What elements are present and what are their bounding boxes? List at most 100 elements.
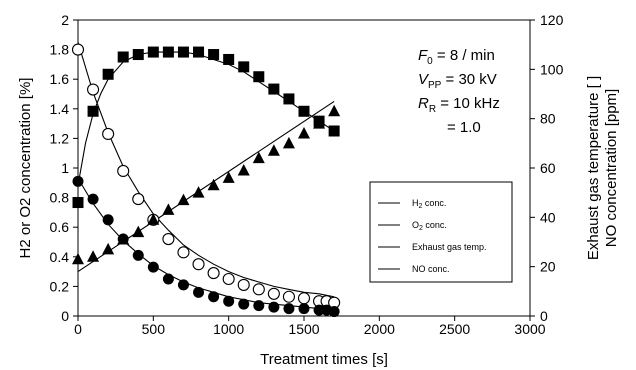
point-filled-circle bbox=[132, 249, 144, 261]
point-filled-square bbox=[132, 49, 144, 61]
point-filled-square bbox=[253, 71, 265, 83]
y-left-tick-label: 0.8 bbox=[50, 190, 70, 206]
point-filled-circle bbox=[253, 300, 265, 312]
point-filled-square bbox=[328, 125, 340, 137]
y-left-tick-label: 1.2 bbox=[50, 130, 70, 146]
point-filled-circle bbox=[313, 304, 325, 316]
point-filled-triangle bbox=[117, 233, 130, 245]
point-open-circle bbox=[207, 267, 220, 280]
y-right-tick-label: 120 bbox=[540, 12, 564, 28]
point-filled-triangle bbox=[328, 104, 341, 117]
y-left-tick-label: 1.6 bbox=[50, 71, 70, 87]
point-filled-circle bbox=[177, 279, 189, 291]
point-filled-square bbox=[117, 51, 129, 63]
legend-entry-suffix: conc. bbox=[422, 198, 446, 208]
point-filled-circle bbox=[193, 286, 205, 298]
point-filled-circle bbox=[328, 306, 340, 318]
point-filled-square bbox=[223, 53, 235, 65]
point-open-circle bbox=[192, 258, 205, 271]
point-filled-square bbox=[298, 105, 310, 117]
point-filled-square bbox=[283, 93, 295, 105]
point-filled-triangle bbox=[237, 163, 250, 176]
parameter-subscript: 0 bbox=[427, 56, 433, 67]
x-tick-label: 500 bbox=[142, 321, 166, 337]
parameter-symbol: R bbox=[418, 95, 429, 112]
point-open-circle bbox=[102, 127, 115, 141]
y-left-tick-label: 2 bbox=[61, 12, 69, 28]
point-filled-square bbox=[208, 49, 220, 61]
point-open-circle bbox=[177, 246, 190, 259]
legend-box bbox=[369, 181, 513, 283]
point-filled-triangle bbox=[147, 213, 160, 225]
x-tick-label: 0 bbox=[74, 321, 82, 337]
point-open-circle bbox=[237, 278, 250, 291]
point-filled-circle bbox=[223, 295, 235, 307]
y-right-tick-label: 20 bbox=[540, 259, 556, 275]
point-open-circle bbox=[282, 290, 295, 303]
point-filled-triangle bbox=[298, 126, 310, 139]
point-filled-triangle bbox=[87, 250, 100, 262]
fit-line-3 bbox=[77, 100, 335, 273]
point-filled-triangle bbox=[252, 151, 265, 164]
y-right-axis-label-no: NO concentration [ppm] bbox=[603, 89, 620, 247]
y-left-tick-label: 0.2 bbox=[50, 278, 70, 294]
point-filled-triangle bbox=[177, 193, 190, 206]
point-filled-circle bbox=[298, 303, 310, 315]
point-open-circle bbox=[162, 232, 175, 246]
point-filled-triangle bbox=[222, 171, 235, 183]
legend-entry-text: Exhaust gas temp. bbox=[412, 242, 487, 252]
legend-entry: Exhaust gas temp. bbox=[412, 242, 487, 252]
point-open-circle bbox=[297, 292, 311, 305]
parameter-line: VPP = 30 kV bbox=[418, 71, 497, 91]
y-left-tick-label: 1 bbox=[61, 160, 69, 176]
point-filled-square bbox=[72, 197, 84, 209]
parameter-value: = 1.0 bbox=[447, 119, 481, 136]
point-open-circle bbox=[132, 193, 145, 206]
point-filled-triangle bbox=[207, 178, 220, 191]
legend-entry-text: O bbox=[412, 220, 419, 230]
legend-entry-subscript: 2 bbox=[419, 203, 423, 210]
point-open-circle bbox=[222, 272, 235, 286]
axes: 0 500 1000 1500 2000 2500 300000.20.40.60.811.… bbox=[17, 12, 620, 368]
parameter-value: = 10 kHz bbox=[436, 95, 500, 112]
y-left-tick-label: 0.4 bbox=[50, 249, 70, 265]
x-tick-label: 2000 bbox=[364, 321, 395, 337]
point-filled-circle bbox=[208, 291, 220, 303]
point-filled-square bbox=[193, 46, 205, 58]
point-open-circle bbox=[87, 83, 100, 96]
point-filled-square bbox=[147, 46, 159, 58]
point-filled-square bbox=[102, 68, 114, 80]
y-left-tick-label: 1.4 bbox=[50, 101, 70, 117]
legend-entry-text: NO conc. bbox=[412, 264, 450, 274]
fit-lines bbox=[77, 42, 335, 311]
legend-entry: H2 conc. bbox=[412, 198, 446, 210]
point-filled-triangle bbox=[162, 203, 175, 215]
legend-entry-text: H bbox=[412, 198, 419, 208]
y-right-tick-label: 0 bbox=[540, 308, 548, 324]
parameter-line: RR = 10 kHz bbox=[418, 95, 500, 115]
point-filled-circle bbox=[162, 273, 174, 285]
point-filled-triangle bbox=[72, 252, 84, 265]
point-filled-square bbox=[268, 83, 280, 95]
x-tick-label: 3000 bbox=[514, 321, 545, 337]
parameter-symbol: V bbox=[418, 71, 430, 88]
point-filled-triangle bbox=[192, 186, 205, 198]
x-tick-label: 1500 bbox=[288, 321, 319, 337]
y-left-tick-label: 0.6 bbox=[50, 219, 70, 235]
x-tick-label: 1000 bbox=[213, 321, 244, 337]
y-right-tick-label: 60 bbox=[540, 160, 556, 176]
legend-entry: O2 conc. bbox=[412, 220, 447, 232]
x-tick-label: 2500 bbox=[439, 321, 470, 337]
point-filled-triangle bbox=[313, 117, 326, 129]
y-left-tick-label: 1.8 bbox=[50, 42, 70, 58]
point-open-circle bbox=[117, 164, 130, 178]
legend-entry-suffix: conc. bbox=[423, 220, 447, 230]
point-filled-triangle bbox=[267, 144, 280, 156]
point-open-circle bbox=[71, 43, 85, 56]
point-open-circle bbox=[252, 283, 265, 296]
point-filled-square bbox=[238, 61, 250, 73]
legend: H2 conc.O2 conc.Exhaust gas temp.NO conc… bbox=[369, 181, 513, 283]
point-filled-circle bbox=[147, 261, 159, 273]
point-filled-circle bbox=[238, 298, 250, 310]
